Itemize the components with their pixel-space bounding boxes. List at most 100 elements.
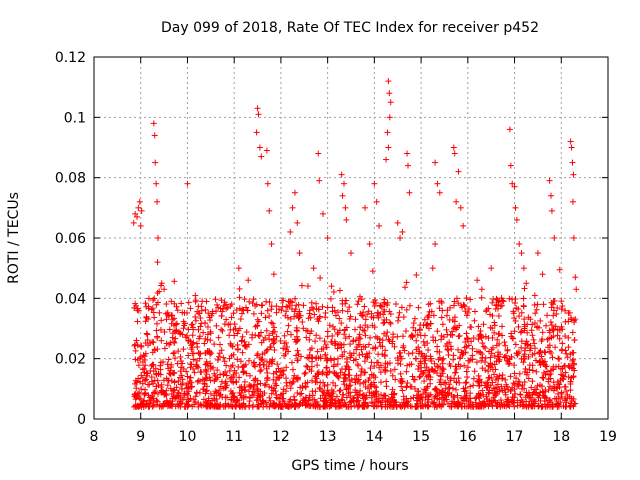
data-point — [168, 390, 175, 397]
data-point — [316, 177, 323, 184]
data-point — [343, 216, 350, 223]
data-point — [531, 319, 538, 326]
data-point — [132, 210, 139, 217]
data-point — [420, 403, 427, 410]
data-point — [527, 342, 534, 349]
data-point — [238, 390, 245, 397]
data-point — [327, 355, 334, 362]
data-point — [283, 375, 290, 382]
data-point — [567, 351, 574, 358]
data-point — [391, 366, 398, 373]
data-point — [163, 316, 170, 323]
data-point — [558, 306, 565, 313]
data-point — [164, 403, 171, 410]
data-point — [164, 377, 171, 384]
data-point — [231, 321, 238, 328]
data-point — [489, 344, 496, 351]
data-point — [341, 381, 348, 388]
data-point — [360, 379, 367, 386]
data-point — [557, 365, 564, 372]
data-point — [501, 402, 508, 409]
data-point — [364, 385, 371, 392]
data-point — [463, 368, 470, 375]
data-point — [361, 303, 368, 310]
data-point — [270, 387, 277, 394]
data-point — [329, 323, 336, 330]
data-point — [211, 341, 218, 348]
data-point — [135, 403, 142, 410]
data-point — [467, 383, 474, 390]
data-point — [533, 368, 540, 375]
data-point — [528, 384, 535, 391]
data-point — [520, 265, 527, 272]
data-point — [562, 333, 569, 340]
data-point — [427, 380, 434, 387]
data-point — [378, 391, 385, 398]
data-point — [250, 296, 257, 303]
data-point — [550, 297, 557, 304]
data-point — [254, 105, 261, 112]
data-point — [134, 357, 141, 364]
data-point — [563, 388, 570, 395]
data-point — [308, 358, 315, 365]
data-point — [239, 349, 246, 356]
data-point — [479, 387, 486, 394]
data-point — [190, 396, 197, 403]
data-point — [153, 180, 160, 187]
data-point — [263, 298, 270, 305]
data-point — [554, 304, 561, 311]
data-point — [330, 288, 337, 295]
data-point — [521, 347, 528, 354]
data-point — [242, 386, 249, 393]
data-point — [281, 332, 288, 339]
data-point — [531, 292, 538, 299]
data-point — [173, 320, 180, 327]
data-point — [342, 401, 349, 408]
data-point — [362, 204, 369, 211]
data-point — [447, 343, 454, 350]
data-point — [556, 356, 563, 363]
data-point — [215, 353, 222, 360]
data-point — [234, 397, 241, 404]
data-point — [494, 296, 501, 303]
data-point — [341, 331, 348, 338]
data-point — [475, 323, 482, 330]
data-point — [499, 387, 506, 394]
data-point — [429, 334, 436, 341]
data-point — [432, 159, 439, 166]
data-point — [380, 320, 387, 327]
data-point — [565, 362, 572, 369]
data-point — [347, 382, 354, 389]
data-point — [561, 383, 568, 390]
data-point — [254, 350, 261, 357]
data-point — [409, 373, 416, 380]
data-point — [274, 374, 281, 381]
data-point — [319, 303, 326, 310]
data-point — [473, 359, 480, 366]
data-point — [185, 352, 192, 359]
data-point — [352, 387, 359, 394]
data-point — [535, 402, 542, 409]
data-point — [571, 337, 578, 344]
data-point — [273, 309, 280, 316]
data-point — [494, 353, 501, 360]
data-point — [445, 400, 452, 407]
data-point — [517, 391, 524, 398]
data-point — [515, 349, 522, 356]
data-point — [132, 377, 139, 384]
data-point — [313, 300, 320, 307]
data-point — [460, 301, 467, 308]
data-point — [373, 388, 380, 395]
data-point — [292, 295, 299, 302]
data-point — [523, 371, 530, 378]
data-point — [520, 359, 527, 366]
data-point — [431, 386, 438, 393]
data-point — [530, 336, 537, 343]
data-point — [230, 326, 237, 333]
data-point — [296, 402, 303, 409]
data-point — [266, 394, 273, 401]
data-point — [148, 374, 155, 381]
data-point — [444, 373, 451, 380]
data-point — [354, 403, 361, 410]
data-point — [219, 327, 226, 334]
